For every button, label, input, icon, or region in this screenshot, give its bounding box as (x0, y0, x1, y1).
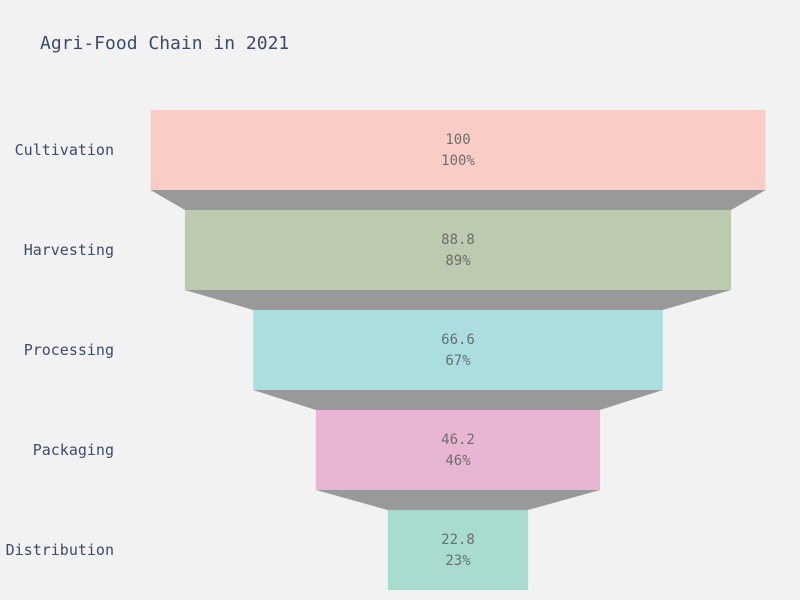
funnel-labels: Cultivation 100 100% Harvesting 88.8 89% Proce… (6, 132, 476, 569)
funnel-connector (253, 390, 663, 410)
percent-label: 46% (445, 453, 471, 469)
percent-label: 67% (445, 353, 471, 369)
funnel-connector (150, 190, 766, 210)
funnel-bar-harvesting (184, 210, 732, 290)
chart-title: Agri-Food Chain in 2021 (40, 33, 290, 54)
percent-label: 23% (445, 553, 471, 569)
funnel-connectors (150, 190, 766, 510)
value-label: 22.8 (441, 532, 475, 548)
percent-label: 89% (445, 253, 471, 269)
value-label: 88.8 (441, 232, 475, 248)
percent-label: 100% (441, 153, 475, 169)
stage-label: Distribution (6, 541, 114, 559)
funnel-connector (184, 290, 732, 310)
value-label: 100 (445, 132, 470, 148)
stage-label: Processing (24, 341, 114, 359)
funnel-bar-processing (253, 310, 663, 390)
funnel-connector (315, 490, 601, 510)
stage-label: Packaging (33, 441, 114, 459)
stage-label: Cultivation (15, 141, 114, 159)
funnel-bars (150, 110, 766, 590)
funnel-bar-cultivation (150, 110, 766, 190)
value-label: 46.2 (441, 432, 475, 448)
value-label: 66.6 (441, 332, 475, 348)
stage-label: Harvesting (24, 241, 114, 259)
funnel-bar-distribution (387, 510, 529, 590)
funnel-bar-packaging (315, 410, 601, 490)
